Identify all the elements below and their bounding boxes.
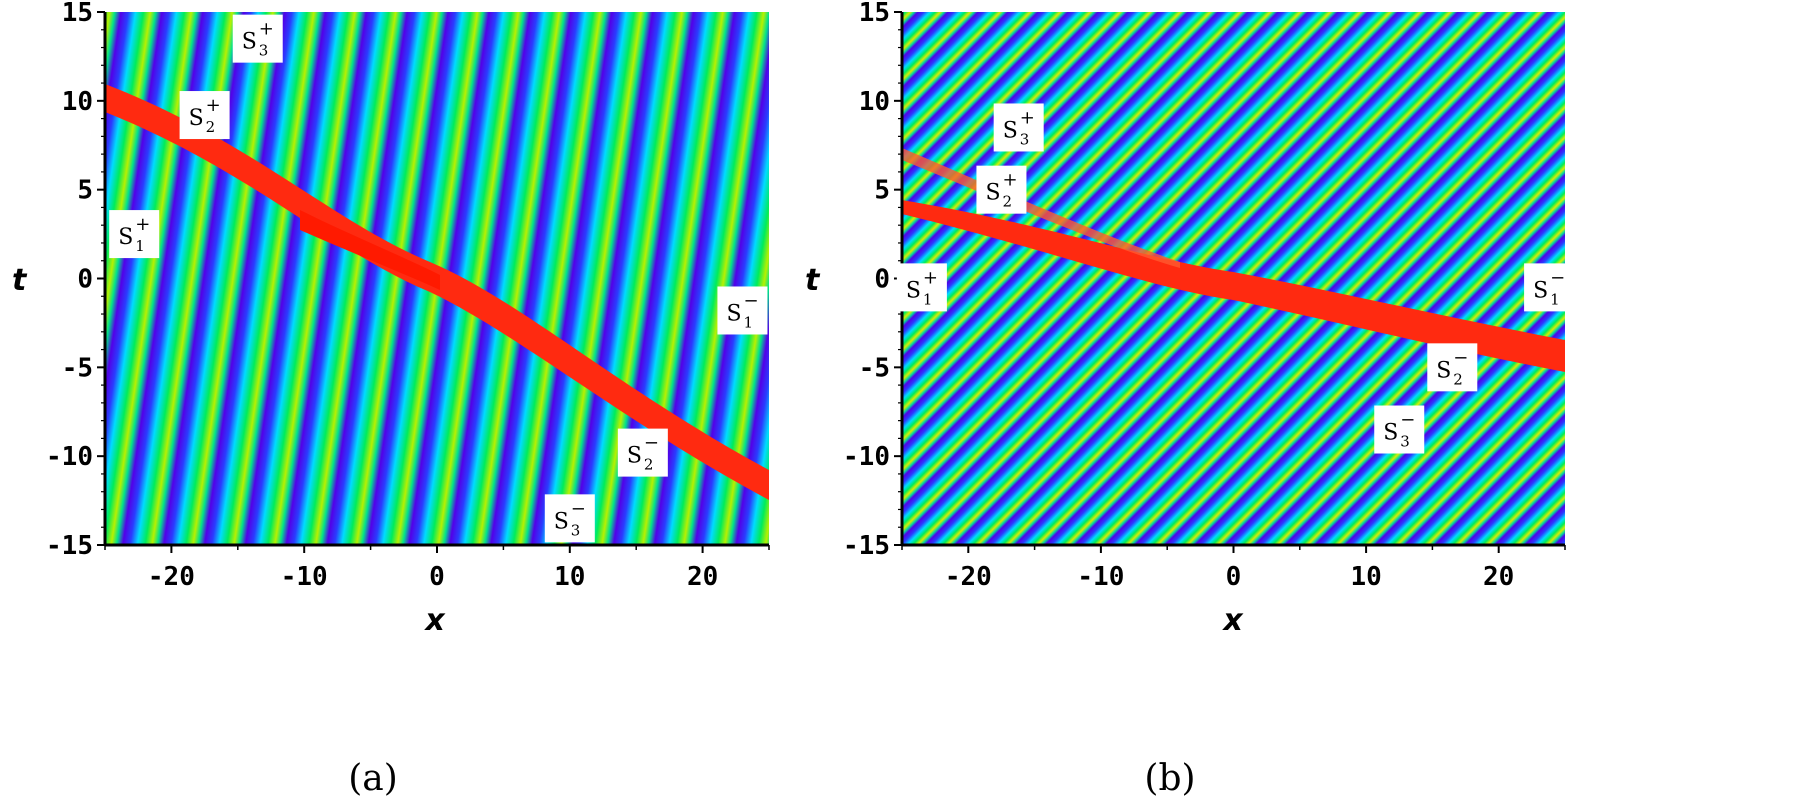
y-tick-label: -10 xyxy=(843,442,890,472)
annotation-sub: 2 xyxy=(644,456,654,474)
annotation-sup: − xyxy=(1453,347,1468,368)
annotation-base: S xyxy=(985,181,1000,206)
y-tick-label: 15 xyxy=(62,0,93,28)
annotation-sub: 3 xyxy=(571,521,581,539)
annotation-base: S xyxy=(1436,358,1451,383)
y-tick-label: 10 xyxy=(62,87,93,117)
annotation-base: S xyxy=(554,509,569,534)
y-tick-label: -5 xyxy=(62,353,93,383)
annotation-box xyxy=(179,91,230,140)
caption-a: (a) xyxy=(348,758,398,799)
annotation-sup: + xyxy=(259,19,274,40)
y-tick-label: -5 xyxy=(859,353,890,383)
annotation-label: S− 3 xyxy=(1374,405,1425,454)
annotation-sup: − xyxy=(743,290,758,311)
annotation-sup: − xyxy=(644,433,659,454)
annotation-base: S xyxy=(1003,118,1018,143)
annotation-base: S xyxy=(906,278,921,303)
ylabel-a: t xyxy=(12,263,28,298)
y-tick-label: 10 xyxy=(859,87,890,117)
annotation-label: S+1 xyxy=(109,210,160,259)
annotation-base: S xyxy=(627,444,642,469)
xlabel-b: x xyxy=(1221,603,1244,638)
y-tick-label: -15 xyxy=(843,531,890,561)
annotation-base: S xyxy=(189,106,204,131)
annotation-label: S− 2 xyxy=(617,428,668,477)
x-tick-label: -10 xyxy=(281,562,328,592)
y-tick-label: 0 xyxy=(874,265,890,295)
y-tick-label: 15 xyxy=(859,0,890,28)
y-tick-label: -10 xyxy=(46,442,93,472)
annotation-sup: + xyxy=(135,214,150,235)
annotation-box xyxy=(1524,263,1575,312)
annotation-box xyxy=(232,14,283,63)
annotation-label: S+3 xyxy=(993,103,1044,152)
annotation-base: S xyxy=(726,301,741,326)
x-tick-label: -20 xyxy=(945,562,992,592)
annotation-label: S+3 xyxy=(232,14,283,63)
annotation-box xyxy=(109,210,160,259)
annotation-box xyxy=(896,263,947,312)
xlabel-a: x xyxy=(423,603,446,638)
annotation-box xyxy=(993,103,1044,152)
annotation-label: S− 2 xyxy=(1427,343,1478,392)
soliton-band-b xyxy=(902,200,1565,372)
annotation-base: S xyxy=(1383,421,1398,446)
annotation-box xyxy=(717,286,768,335)
annotation-sub: 2 xyxy=(1453,370,1463,388)
x-tick-label: 10 xyxy=(1350,562,1381,592)
annotation-sub: 1 xyxy=(135,237,145,255)
annotation-box xyxy=(544,494,595,543)
annotation-sub: 1 xyxy=(923,290,933,308)
annotation-label: S+2 xyxy=(179,91,230,140)
x-tick-label: 10 xyxy=(554,562,585,592)
x-tick-label: -20 xyxy=(148,562,195,592)
x-tick-label: -10 xyxy=(1077,562,1124,592)
annotation-base: S xyxy=(1533,278,1548,303)
soliton-band-a xyxy=(105,84,769,500)
annotation-label: S− 1 xyxy=(717,286,768,335)
annotation-base: S xyxy=(118,225,133,250)
annotation-box xyxy=(976,165,1027,214)
annotation-sup: − xyxy=(1550,267,1565,288)
y-tick-label: -15 xyxy=(46,531,93,561)
annotation-sub: 3 xyxy=(259,42,269,60)
annotation-box xyxy=(1374,405,1425,454)
annotation-sup: + xyxy=(1002,170,1017,191)
annotation-box xyxy=(617,428,668,477)
x-tick-label: 20 xyxy=(687,562,718,592)
annotation-sub: 1 xyxy=(1550,290,1560,308)
x-tick-label: 20 xyxy=(1483,562,1514,592)
annotation-sub: 2 xyxy=(1002,193,1012,211)
soliton-trail-b xyxy=(902,148,1180,268)
annotation-sub: 3 xyxy=(1400,433,1410,451)
annotation-sup: − xyxy=(571,498,586,519)
soliton-core-a xyxy=(300,210,440,290)
x-tick-label: 0 xyxy=(1226,562,1242,592)
annotation-sub: 2 xyxy=(206,118,216,136)
annotation-sup: − xyxy=(1400,410,1415,431)
y-tick-label: 5 xyxy=(77,176,93,206)
annotation-label: S− 3 xyxy=(544,494,595,543)
annotation-sup: + xyxy=(206,95,221,116)
annotation-base: S xyxy=(242,30,257,55)
annotation-sub: 1 xyxy=(743,313,753,331)
annotation-label: S− 1 xyxy=(1524,263,1575,312)
y-tick-label: 5 xyxy=(874,176,890,206)
annotation-label: S+2 xyxy=(976,165,1027,214)
annotation-box xyxy=(1427,343,1478,392)
annotation-sup: + xyxy=(1020,107,1035,128)
annotation-sub: 3 xyxy=(1020,130,1030,148)
y-tick-label: 0 xyxy=(77,265,93,295)
annotation-label: S+1 xyxy=(896,263,947,312)
ylabel-b: t xyxy=(805,263,821,298)
annotation-sup: + xyxy=(923,267,938,288)
caption-b: (b) xyxy=(1144,758,1195,799)
x-tick-label: 0 xyxy=(429,562,445,592)
